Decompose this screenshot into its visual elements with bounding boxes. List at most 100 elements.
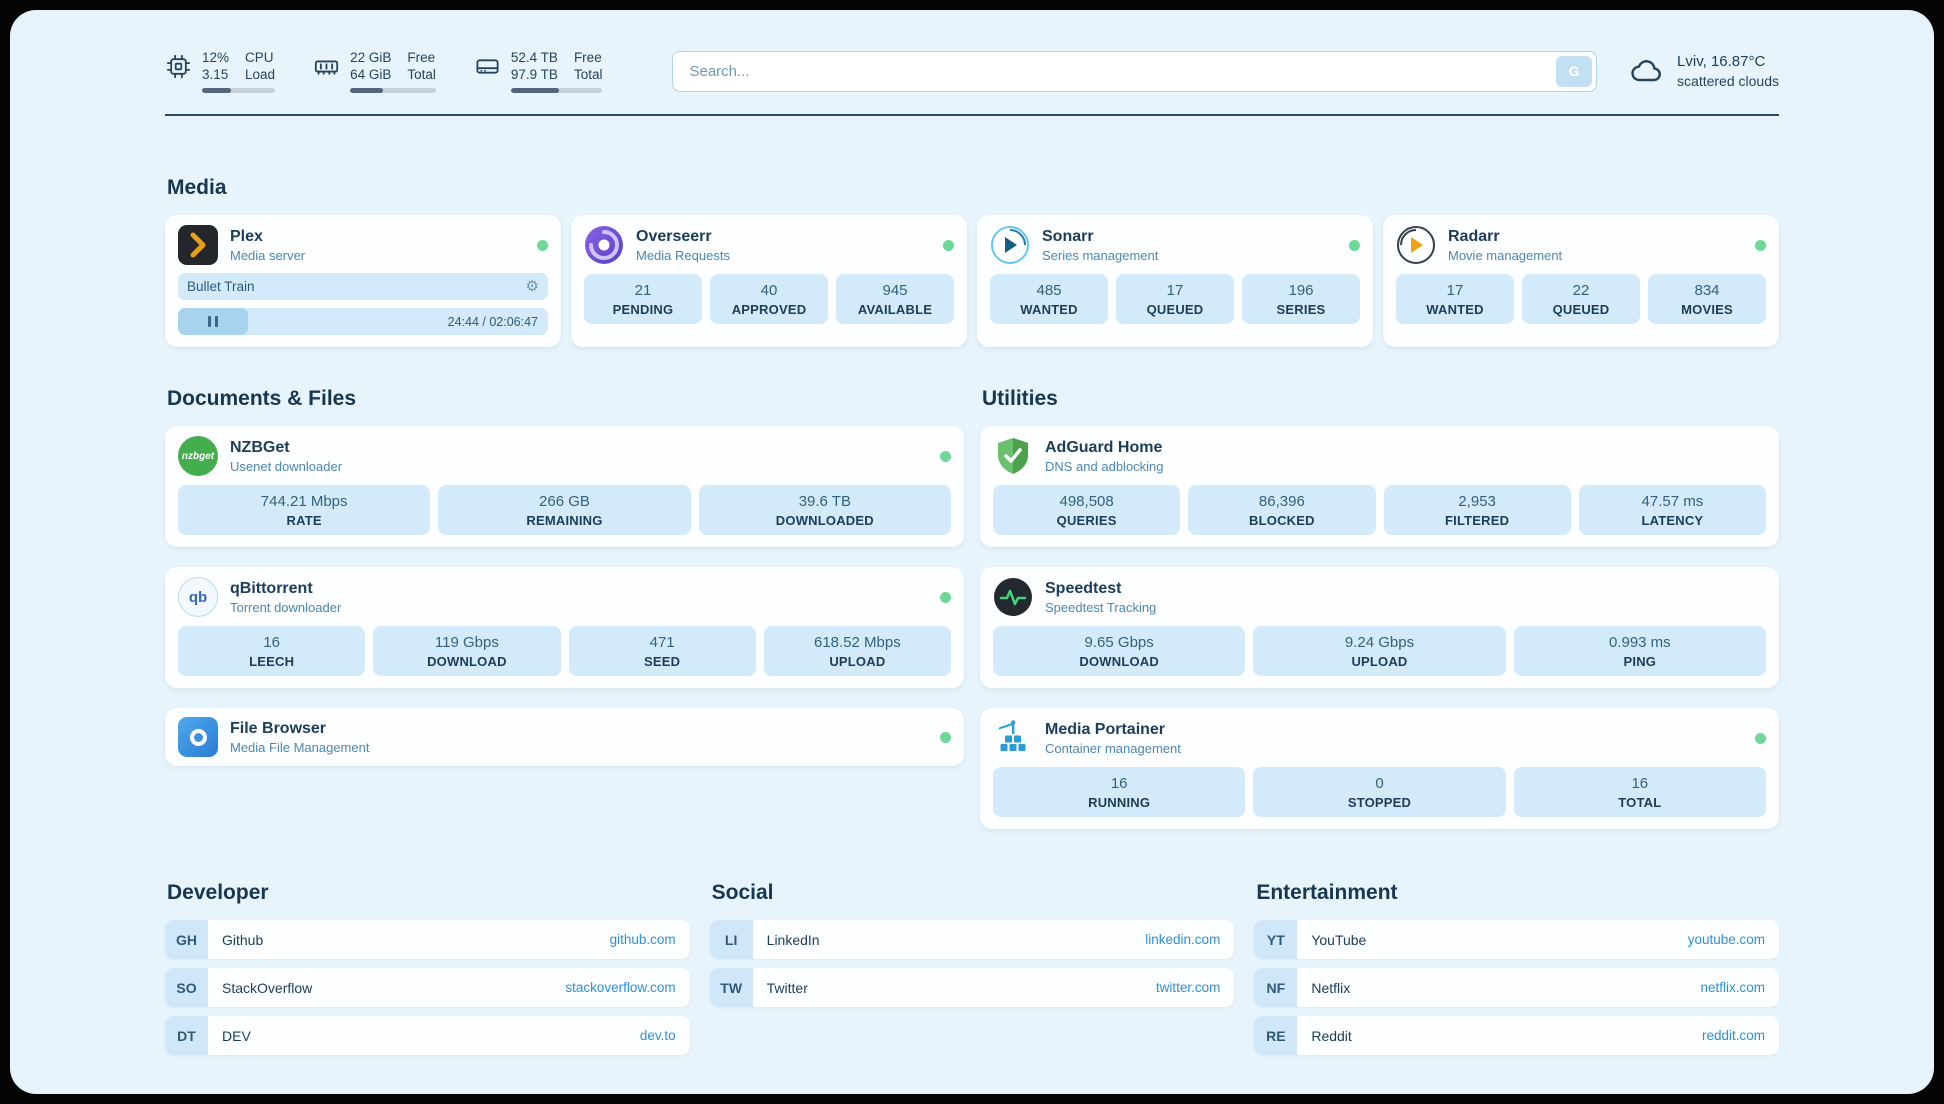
disk-total-label: Total	[573, 67, 603, 82]
app-card-overseerr[interactable]: Overseerr Media Requests 21 PENDING 40 APP…	[571, 215, 967, 347]
app-card-qbittorrent[interactable]: qb qBittorrent Torrent downloader 16 LEEC…	[165, 567, 964, 688]
bookmark-url[interactable]: github.com	[609, 932, 676, 947]
status-dot	[537, 239, 548, 251]
app-name: Plex	[230, 228, 263, 245]
section-media: Media Plex Media server Bullet Train ⚙	[165, 176, 1779, 347]
app-name: Radarr	[1448, 228, 1500, 245]
app-subtitle: Movie management	[1448, 248, 1563, 263]
bookmark-reddit[interactable]: RE Reddit reddit.com	[1254, 1016, 1779, 1055]
stat-tile: 16 LEECH	[178, 626, 366, 676]
weather-widget[interactable]: Lviv, 16.87°C scattered clouds	[1629, 52, 1779, 90]
stat-tile: 618.52 Mbps UPLOAD	[763, 626, 951, 676]
nzbget-icon: nzbget	[178, 436, 218, 476]
bookmark-abbr: LI	[709, 920, 753, 959]
bookmark-youtube[interactable]: YT YouTube youtube.com	[1254, 920, 1779, 959]
app-card-filebrowser[interactable]: File Browser Media File Management	[165, 708, 964, 766]
ram-progress-bar	[350, 88, 436, 93]
bookmark-abbr: DT	[165, 1016, 208, 1055]
bookmark-stackoverflow[interactable]: SO StackOverflow stackoverflow.com	[165, 968, 690, 1007]
app-card-plex[interactable]: Plex Media server Bullet Train ⚙ 24:44 /…	[165, 215, 561, 347]
cpu-progress-bar	[202, 88, 276, 93]
weather-condition: scattered clouds	[1677, 73, 1779, 89]
ram-icon	[314, 60, 339, 75]
app-name: File Browser	[230, 720, 327, 737]
app-subtitle: Media Requests	[636, 248, 730, 263]
cpu-icon	[166, 54, 191, 79]
stat-tile: 498,508 QUERIES	[993, 485, 1181, 535]
app-name: Sonarr	[1042, 228, 1094, 245]
stat-tile: 119 Gbps DOWNLOAD	[373, 626, 561, 676]
stat-tile: 21 PENDING	[584, 274, 702, 324]
app-card-radarr[interactable]: Radarr Movie management 17 WANTED 22 QUEUE…	[1383, 215, 1779, 347]
bookmark-netflix[interactable]: NF Netflix netflix.com	[1254, 968, 1779, 1007]
bookmark-dev[interactable]: DT DEV dev.to	[165, 1016, 690, 1055]
stat-tile: 47.57 ms LATENCY	[1578, 485, 1766, 535]
app-card-speedtest[interactable]: Speedtest Speedtest Tracking 9.65 Gbps DO…	[980, 567, 1779, 688]
section-social: Social LI LinkedIn linkedin.com TW Twitt…	[709, 881, 1235, 1064]
stat-tile: 0.993 ms PING	[1513, 626, 1766, 676]
status-dot	[940, 450, 951, 462]
gear-icon[interactable]: ⚙	[525, 278, 539, 295]
stat-tile: 834 MOVIES	[1648, 274, 1766, 324]
filebrowser-icon	[178, 717, 218, 757]
app-card-adguard[interactable]: AdGuard Home DNS and adblocking 498,508 Q…	[980, 426, 1779, 547]
bookmark-url[interactable]: stackoverflow.com	[565, 980, 676, 995]
entertainment-heading: Entertainment	[1256, 881, 1398, 904]
status-dot	[1755, 732, 1766, 744]
bookmark-name: YouTube	[1311, 931, 1367, 948]
bookmark-url[interactable]: reddit.com	[1701, 1028, 1765, 1043]
stat-tile: 9.24 Gbps UPLOAD	[1253, 626, 1506, 676]
cpu-label: CPU	[245, 50, 274, 65]
ram-stat-widget: 22 GiB 64 GiB Free Total	[313, 49, 436, 93]
status-dot	[1349, 239, 1360, 251]
bookmark-url[interactable]: dev.to	[639, 1028, 676, 1043]
section-utilities: Utilities AdGuard Home DNS and adblockin…	[980, 387, 1779, 829]
app-name: Media Portainer	[1045, 721, 1166, 738]
stat-tile: 196 SERIES	[1242, 274, 1360, 324]
app-card-portainer[interactable]: Media Portainer Container management 16 R…	[980, 708, 1779, 829]
ram-total-value: 64 GiB	[350, 67, 392, 82]
section-developer: Developer GH Github github.com SO StackO…	[165, 881, 690, 1064]
bookmark-name: Github	[222, 931, 264, 948]
disk-free-value: 52.4 TB	[510, 50, 558, 65]
bookmark-github[interactable]: GH Github github.com	[165, 920, 690, 959]
ram-total-label: Total	[407, 67, 436, 82]
now-playing-row: Bullet Train ⚙	[178, 273, 548, 300]
bookmark-linkedin[interactable]: LI LinkedIn linkedin.com	[709, 920, 1235, 959]
stat-tile: 9.65 Gbps DOWNLOAD	[993, 626, 1246, 676]
status-dot	[1755, 239, 1766, 251]
stat-tile: 22 QUEUED	[1522, 274, 1640, 324]
status-dot	[943, 239, 954, 251]
app-subtitle: Usenet downloader	[230, 459, 343, 474]
app-name: AdGuard Home	[1045, 439, 1163, 456]
bookmark-name: Reddit	[1311, 1027, 1352, 1044]
header-divider	[165, 114, 1779, 116]
stat-tile: 86,396 BLOCKED	[1188, 485, 1376, 535]
plex-icon	[178, 225, 218, 265]
bookmark-twitter[interactable]: TW Twitter twitter.com	[709, 968, 1235, 1007]
bookmark-url[interactable]: youtube.com	[1687, 932, 1765, 947]
developer-heading: Developer	[167, 881, 269, 904]
app-name: qBittorrent	[230, 580, 313, 597]
app-card-nzbget[interactable]: nzbget NZBGet Usenet downloader 744.21 M…	[165, 426, 964, 547]
app-subtitle: Series management	[1042, 248, 1159, 263]
playback-time: 24:44 / 02:06:47	[447, 314, 538, 329]
section-documents: Documents & Files nzbget NZBGet Usenet d…	[165, 387, 964, 829]
stat-tile: 16 RUNNING	[993, 767, 1246, 817]
pause-button[interactable]	[178, 308, 249, 335]
bookmark-url[interactable]: twitter.com	[1155, 980, 1221, 995]
disk-total-value: 97.9 TB	[510, 67, 558, 82]
bookmark-url[interactable]: netflix.com	[1700, 980, 1765, 995]
media-heading: Media	[167, 176, 227, 199]
status-dot	[940, 731, 951, 743]
dashboard-page: 12% 3.15 CPU Load 22 GiB 64 GiB	[10, 10, 1934, 1094]
stat-tile: 39.6 TB DOWNLOADED	[698, 485, 951, 535]
stat-tile: 2,953 FILTERED	[1383, 485, 1571, 535]
app-card-sonarr[interactable]: Sonarr Series management 485 WANTED 17 QUE…	[977, 215, 1373, 347]
radarr-icon	[1396, 225, 1436, 265]
search-engine-button[interactable]: G	[1556, 55, 1593, 87]
cpu-stat-widget: 12% 3.15 CPU Load	[165, 49, 276, 93]
search-input[interactable]	[672, 50, 1598, 92]
bookmark-url[interactable]: linkedin.com	[1145, 932, 1221, 947]
